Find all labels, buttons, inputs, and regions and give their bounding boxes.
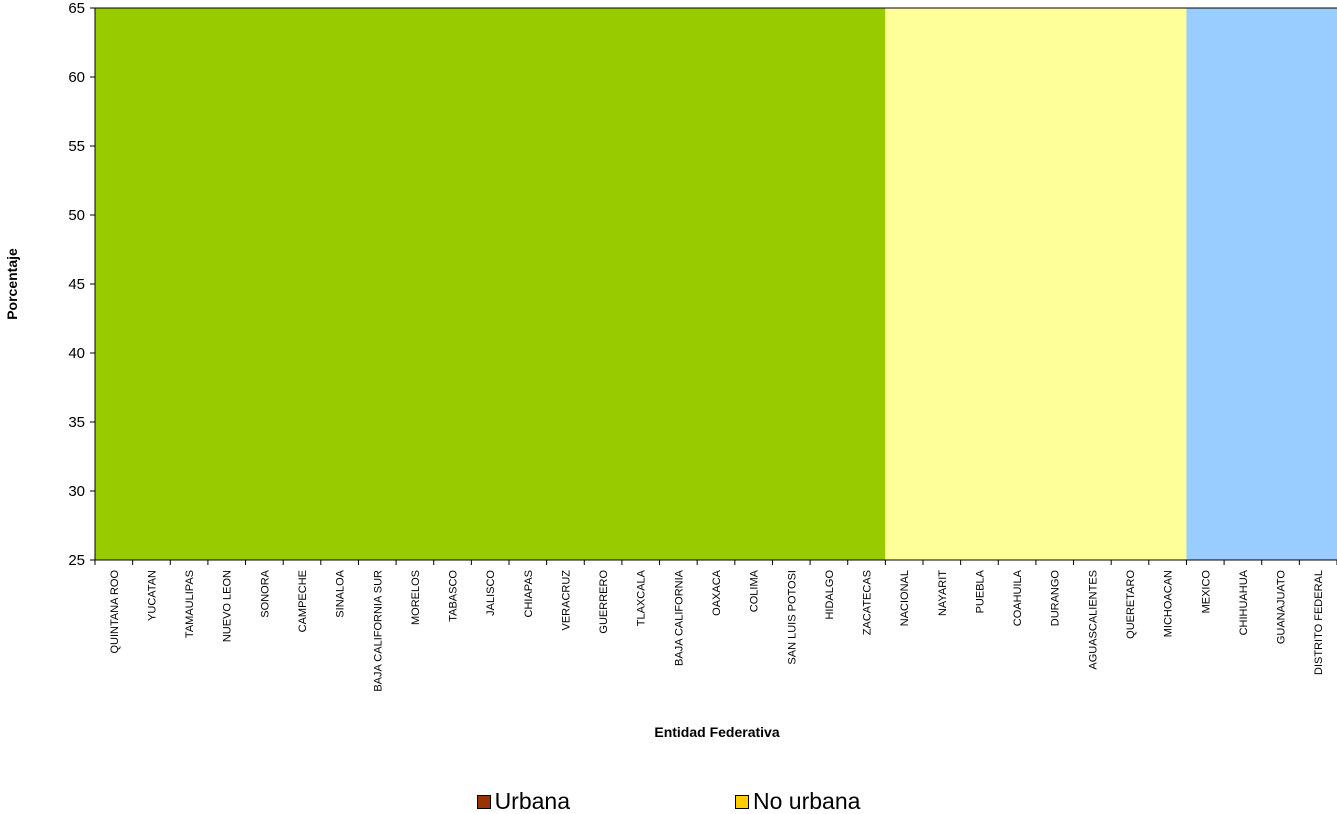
x-tick-label: PUEBLA [974,569,986,613]
legend-swatch [735,794,749,809]
y-ticks: 25 30 35 40 45 50 55 60 65 [68,0,95,569]
y-tick-label: 60 [68,69,85,86]
background-bands [95,8,1337,560]
x-ticks: QUINTANA ROO YUCATAN TAMAULIPAS NUEVO LEON S… [94,560,1337,692]
x-tick-label: GUANAJUATO [1276,570,1288,645]
x-tick-label: NUEVO LEON [222,570,234,642]
y-tick-label: 40 [68,345,85,362]
y-tick-label: 45 [68,276,85,293]
x-tick-label: CAMPECHE [297,570,309,632]
background-band-2 [885,8,1187,560]
x-tick-label: OAXACA [711,569,723,616]
x-tick-label: SINALOA [335,569,347,617]
x-tick-label: COAHUILA [1012,569,1024,626]
x-tick-label: MEXICO [1200,570,1212,614]
x-tick-label: DISTRITO FEDERAL [1313,570,1325,675]
x-tick-label: CHIAPAS [523,570,535,617]
x-tick-label: NAYARIT [937,570,949,616]
x-tick-label: HIDALGO [824,570,836,620]
legend-label: Urbana [494,788,570,814]
x-tick-label: DURANGO [1050,570,1062,627]
x-tick-label: BAJA CALIFORNIA SUR [372,570,384,692]
x-tick-label: QUINTANA ROO [109,570,121,654]
x-tick-label: NACIONAL [899,570,911,626]
x-tick-label: TABASCO [448,570,460,622]
x-tick-label: VERACRUZ [560,570,572,631]
x-tick-label: SAN LUIS POTOSI [786,570,798,665]
x-tick-label: CHIHUAHUA [1238,569,1250,635]
y-tick-label: 25 [68,552,85,569]
x-tick-label: AGUASCALIENTES [1087,570,1099,670]
x-tick-label: ZACATECAS [862,570,874,635]
x-tick-label: COLIMA [749,569,761,612]
y-tick-label: 55 [68,138,85,155]
legend: Urbana No urbana [0,790,1337,813]
y-axis-title: Porcentaje [4,248,20,320]
background-band-3 [1186,8,1337,560]
x-tick-label: BAJA CALIFORNIA [673,569,685,666]
legend-item-2: No urbana [735,790,860,813]
y-tick-label: 30 [68,483,85,500]
y-tick-label: 65 [68,0,85,17]
x-tick-label: TAMAULIPAS [184,570,196,638]
x-axis-title: Entidad Federativa [654,724,779,740]
x-tick-label: JALISCO [485,570,497,616]
x-tick-label: MICHOACAN [1163,570,1175,637]
y-tick-label: 35 [68,414,85,431]
x-tick-label: GUERRERO [598,570,610,634]
x-tick-label: MORELOS [410,570,422,625]
legend-label: No urbana [753,788,861,814]
x-tick-label: TLAXCALA [636,569,648,626]
chart: 25 30 35 40 45 50 55 60 65 QUINTANA ROO YUCATAN TA… [4,0,1337,740]
legend-item-1: Urbana [476,788,570,814]
x-tick-label: SONORA [259,569,271,617]
y-tick-label: 50 [68,207,85,224]
x-tick-label: QUERETARO [1125,570,1137,639]
background-band-1 [95,8,886,560]
legend-swatch [476,794,491,809]
x-tick-label: YUCATAN [146,570,158,621]
